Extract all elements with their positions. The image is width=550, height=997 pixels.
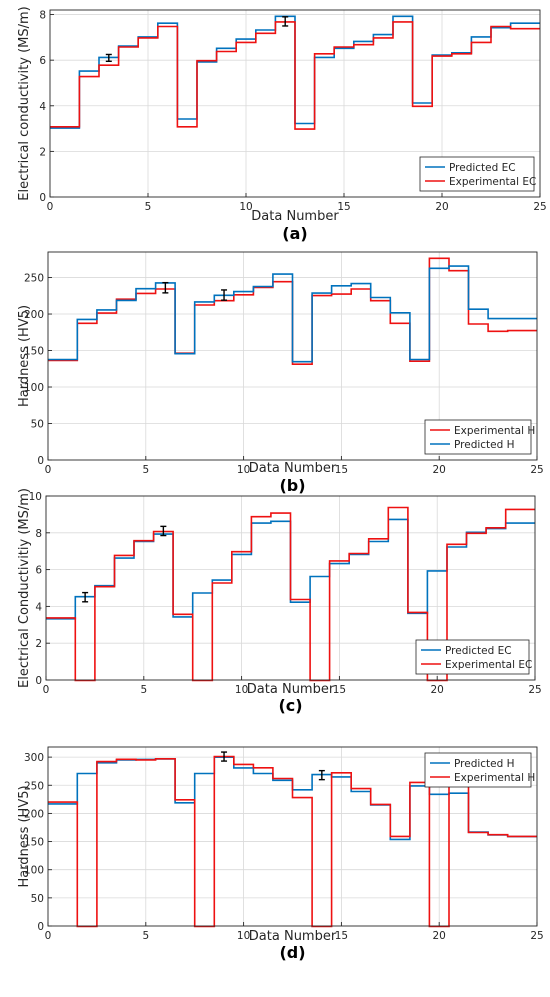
- legend: Experimental H Predicted H: [424, 419, 535, 455]
- x-tick-label: 15: [333, 684, 346, 696]
- legend: Predicted EC Experimental EC: [415, 639, 532, 675]
- y-tick-label: 100: [24, 865, 44, 877]
- series-line-experimental: [48, 755, 537, 928]
- x-tick-label: 25: [530, 464, 543, 476]
- y-tick-label: 50: [31, 419, 44, 431]
- y-tick-label: 200: [24, 808, 44, 820]
- x-tick-label: 20: [431, 684, 444, 696]
- x-axis-label: Data Number: [249, 461, 337, 476]
- x-tick-label: 5: [145, 201, 152, 213]
- y-axis-label: Hardness (HV5): [17, 305, 32, 407]
- y-tick-label: 4: [35, 601, 42, 613]
- x-tick-label: 20: [433, 464, 446, 476]
- x-tick-label: 5: [142, 930, 149, 942]
- y-tick-label: 2: [35, 638, 42, 650]
- x-axis-label: Data Number: [247, 682, 335, 697]
- axes-box: [47, 746, 538, 927]
- legend: Predicted EC Experimental EC: [419, 156, 536, 192]
- x-tick-label: 5: [140, 684, 147, 696]
- legend-box: [415, 639, 530, 675]
- x-tick-label: 10: [237, 464, 250, 476]
- panel-label: (a): [282, 224, 307, 243]
- x-tick-label: 25: [528, 684, 541, 696]
- axes-box: [47, 251, 538, 461]
- legend-entry: Experimental H: [454, 425, 535, 437]
- x-tick-label: 0: [45, 930, 52, 942]
- panel-label: (d): [279, 943, 305, 962]
- legend: Predicted H Experimental H: [424, 752, 535, 788]
- y-tick-label: 0: [37, 455, 44, 467]
- y-tick-label: 0: [39, 192, 46, 204]
- x-tick-label: 0: [47, 201, 54, 213]
- x-tick-label: 0: [43, 684, 50, 696]
- panel-label: (b): [279, 476, 305, 495]
- legend-box: [424, 752, 532, 788]
- legend-entry: Predicted H: [454, 758, 515, 770]
- y-tick-label: 6: [39, 55, 46, 67]
- y-tick-label: 50: [31, 893, 44, 905]
- x-tick-label: 5: [142, 464, 149, 476]
- x-tick-label: 15: [337, 201, 350, 213]
- panel-label: (c): [278, 696, 302, 715]
- y-tick-label: 2: [39, 146, 46, 158]
- y-tick-label: 8: [35, 528, 42, 540]
- axes-box: [49, 9, 541, 198]
- y-tick-label: 0: [35, 675, 42, 687]
- x-tick-label: 15: [335, 930, 348, 942]
- x-tick-label: 25: [530, 930, 543, 942]
- x-tick-label: 15: [335, 464, 348, 476]
- y-tick-label: 4: [39, 101, 46, 113]
- y-tick-label: 100: [24, 382, 44, 394]
- chart-panel-1: 0 5 10 15 20 25 0 2 4 6 8 Data Number Electrical con…: [17, 6, 547, 243]
- x-tick-label: 10: [235, 684, 248, 696]
- y-axis-label: Electrical Conductivitiy (MS/m): [17, 488, 32, 688]
- series-line-predicted: [48, 265, 537, 363]
- y-tick-label: 150: [24, 346, 44, 358]
- x-tick-label: 20: [433, 930, 446, 942]
- y-tick-label: 0: [37, 921, 44, 933]
- legend-entry: Predicted EC: [449, 162, 516, 174]
- legend-box: [419, 156, 535, 192]
- y-tick-label: 150: [24, 837, 44, 849]
- legend-entry: Predicted EC: [445, 645, 512, 657]
- axes-box: [45, 495, 536, 681]
- series-line-experimental: [50, 21, 540, 130]
- x-tick-label: 10: [237, 930, 250, 942]
- x-tick-label: 10: [239, 201, 252, 213]
- x-tick-label: 25: [533, 201, 546, 213]
- legend-entry: Experimental EC: [445, 659, 532, 671]
- legend-entry: Experimental H: [454, 772, 535, 784]
- x-axis-label: Data Number: [251, 209, 339, 224]
- legend-entry: Predicted H: [454, 439, 515, 451]
- y-tick-label: 250: [24, 273, 44, 285]
- y-axis-label: Electrical conductivity (MS/m): [17, 6, 32, 200]
- y-tick-label: 10: [29, 491, 42, 503]
- legend-box: [424, 419, 532, 455]
- y-tick-label: 300: [24, 752, 44, 764]
- y-axis-label: Hardness (HV5): [17, 785, 32, 887]
- x-tick-label: 0: [45, 464, 52, 476]
- y-tick-label: 200: [24, 309, 44, 321]
- x-axis-label: Data Number: [249, 929, 337, 944]
- y-tick-label: 250: [24, 780, 44, 792]
- legend-entry: Experimental EC: [449, 176, 536, 188]
- x-tick-label: 20: [435, 201, 448, 213]
- y-tick-label: 6: [35, 565, 42, 577]
- y-tick-label: 8: [39, 10, 46, 22]
